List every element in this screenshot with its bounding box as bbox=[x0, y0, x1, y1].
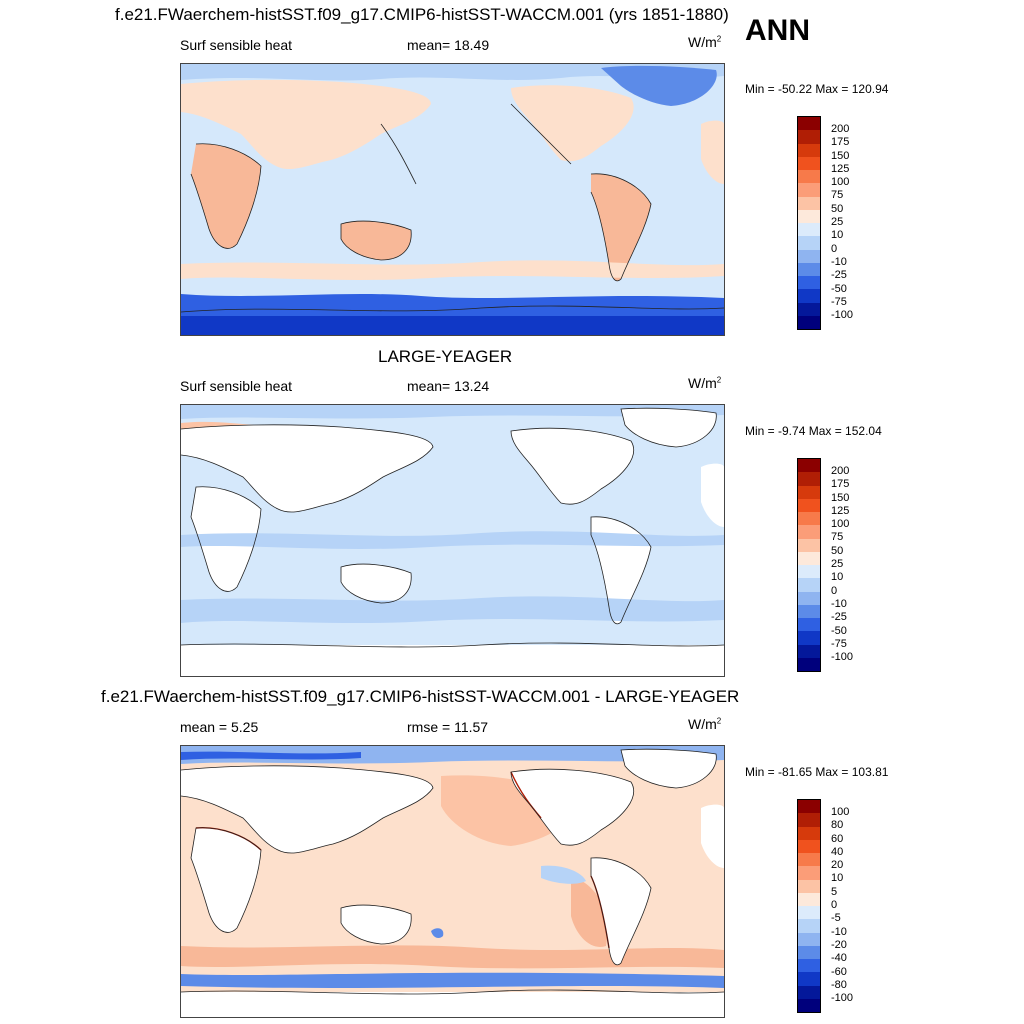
colorbar-tick: 125 bbox=[831, 162, 850, 175]
panel3-rmse-label: rmse = 11.57 bbox=[407, 719, 489, 735]
panel1-variable-label: Surf sensible heat bbox=[180, 37, 293, 53]
colorbar-tick: 10 bbox=[831, 571, 844, 584]
colorbar-tick: 0 bbox=[831, 584, 838, 597]
colorbar-tick: 20 bbox=[831, 859, 844, 872]
colorbar-tick: 5 bbox=[831, 885, 838, 898]
season-label: ANN bbox=[745, 14, 810, 47]
panel1-colorbar bbox=[797, 116, 821, 330]
colorbar-tick: 100 bbox=[831, 518, 850, 531]
colorbar-tick: -100 bbox=[831, 992, 854, 1005]
colorbar-tick: 60 bbox=[831, 832, 844, 845]
panel1-map bbox=[180, 63, 725, 336]
colorbar-tick: -50 bbox=[831, 282, 847, 295]
colorbar-tick: 200 bbox=[831, 465, 850, 477]
panel3-colorbar bbox=[797, 799, 821, 1013]
colorbar-tick: -25 bbox=[831, 269, 847, 282]
colorbar-tick: 0 bbox=[831, 899, 838, 912]
panel2-colorbar-ticks: 200 175 150 125 100 75 50 25 10 0 -10 -2… bbox=[831, 465, 853, 664]
panel1-title: f.e21.FWaerchem-histSST.f09_g17.CMIP6-hi… bbox=[115, 5, 729, 24]
panel1-mean-label: mean= 18.49 bbox=[407, 37, 490, 53]
colorbar-tick: 100 bbox=[831, 176, 850, 189]
colorbar-tick: 175 bbox=[831, 478, 850, 491]
colorbar-tick: -50 bbox=[831, 624, 847, 637]
colorbar-tick: 50 bbox=[831, 544, 844, 557]
panel2-title: LARGE-YEAGER bbox=[378, 347, 513, 366]
colorbar-tick: 40 bbox=[831, 845, 844, 858]
colorbar-tick: 10 bbox=[831, 872, 844, 885]
colorbar-tick: 125 bbox=[831, 504, 850, 517]
panel3-minmax: Min = -81.65 Max = 103.81 bbox=[745, 765, 889, 779]
panel2-variable-label: Surf sensible heat bbox=[180, 378, 293, 394]
panel3-colorbar-ticks: 100 80 60 40 20 10 5 0 -5 -10 -20 -40 -6… bbox=[831, 806, 853, 1005]
panel2-map bbox=[180, 404, 725, 677]
colorbar-tick: 175 bbox=[831, 136, 850, 149]
colorbar-tick: 25 bbox=[831, 558, 844, 571]
panel1-units: W/m2 bbox=[688, 34, 722, 50]
panel3-units: W/m2 bbox=[688, 716, 722, 732]
panel3-title: f.e21.FWaerchem-histSST.f09_g17.CMIP6-hi… bbox=[101, 687, 740, 706]
colorbar-tick: 25 bbox=[831, 216, 844, 229]
colorbar-tick: 50 bbox=[831, 202, 844, 215]
panel2-minmax: Min = -9.74 Max = 152.04 bbox=[745, 424, 882, 438]
colorbar-tick: 200 bbox=[831, 123, 850, 135]
panel2-mean-label: mean= 13.24 bbox=[407, 378, 490, 394]
panel3-map bbox=[180, 745, 725, 1018]
colorbar-tick: 80 bbox=[831, 819, 844, 832]
colorbar-tick: -25 bbox=[831, 611, 847, 624]
colorbar-tick: -10 bbox=[831, 925, 847, 938]
colorbar-tick: 75 bbox=[831, 531, 844, 544]
colorbar-tick: -40 bbox=[831, 952, 847, 965]
panel1-colorbar-ticks: 200 175 150 125 100 75 50 25 10 0 -10 -2… bbox=[831, 123, 853, 322]
colorbar-tick: -100 bbox=[831, 309, 854, 322]
colorbar-tick: 10 bbox=[831, 229, 844, 242]
colorbar-tick: -10 bbox=[831, 255, 847, 268]
colorbar-tick: 75 bbox=[831, 189, 844, 202]
colorbar-tick: 0 bbox=[831, 242, 838, 255]
colorbar-tick: -20 bbox=[831, 938, 847, 951]
panel2-colorbar bbox=[797, 458, 821, 672]
colorbar-tick: -75 bbox=[831, 295, 847, 308]
colorbar-tick: -75 bbox=[831, 637, 847, 650]
colorbar-tick: -5 bbox=[831, 912, 841, 925]
colorbar-tick: -10 bbox=[831, 597, 847, 610]
panel2-units: W/m2 bbox=[688, 375, 722, 391]
colorbar-tick: -80 bbox=[831, 978, 847, 991]
colorbar-tick: 150 bbox=[831, 149, 850, 162]
colorbar-tick: -60 bbox=[831, 965, 847, 978]
colorbar-tick: -100 bbox=[831, 651, 854, 664]
colorbar-tick: 150 bbox=[831, 491, 850, 504]
colorbar-tick: 100 bbox=[831, 806, 850, 818]
panel1-minmax: Min = -50.22 Max = 120.94 bbox=[745, 82, 889, 96]
panel3-mean-label: mean = 5.25 bbox=[180, 719, 259, 735]
